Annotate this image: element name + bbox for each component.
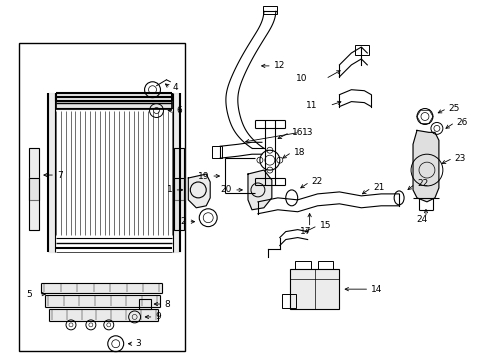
Text: 7: 7	[57, 171, 62, 180]
Text: 3: 3	[135, 339, 141, 348]
Text: 15: 15	[319, 221, 330, 230]
Text: 20: 20	[220, 185, 232, 194]
Bar	[138, 299, 150, 309]
Text: 8: 8	[164, 300, 170, 309]
Text: 19: 19	[197, 171, 209, 180]
Text: 4: 4	[172, 83, 178, 92]
Polygon shape	[247, 170, 271, 210]
Text: 12: 12	[273, 62, 285, 71]
Bar	[355, 45, 368, 55]
Text: 21: 21	[372, 184, 384, 193]
Text: 16: 16	[291, 128, 303, 137]
Text: 13: 13	[301, 128, 312, 137]
Bar	[289, 269, 339, 309]
Text: 1: 1	[166, 185, 172, 194]
Text: 23: 23	[454, 154, 465, 163]
Text: 22: 22	[416, 180, 427, 189]
Text: 5: 5	[26, 289, 32, 298]
Bar	[174, 148, 184, 200]
Bar	[29, 178, 39, 230]
Text: 2: 2	[181, 217, 186, 226]
Bar	[281, 294, 295, 308]
Bar	[317, 261, 333, 269]
Text: 26: 26	[456, 118, 467, 127]
Text: 17: 17	[299, 227, 311, 236]
Text: 25: 25	[448, 104, 459, 113]
Text: 6: 6	[176, 106, 182, 115]
Polygon shape	[289, 269, 339, 309]
Text: 9: 9	[155, 312, 161, 321]
Bar	[29, 148, 39, 200]
Text: 14: 14	[370, 285, 382, 294]
Bar	[19, 43, 185, 351]
Polygon shape	[188, 174, 210, 208]
Text: 24: 24	[415, 215, 427, 224]
Text: 10: 10	[296, 74, 307, 83]
Bar	[263, 6, 276, 14]
Bar	[212, 146, 222, 158]
Text: 11: 11	[305, 101, 317, 110]
Polygon shape	[412, 130, 438, 202]
Bar	[294, 261, 310, 269]
Text: 22: 22	[311, 177, 322, 186]
Text: 18: 18	[293, 148, 305, 157]
Bar	[174, 178, 184, 230]
